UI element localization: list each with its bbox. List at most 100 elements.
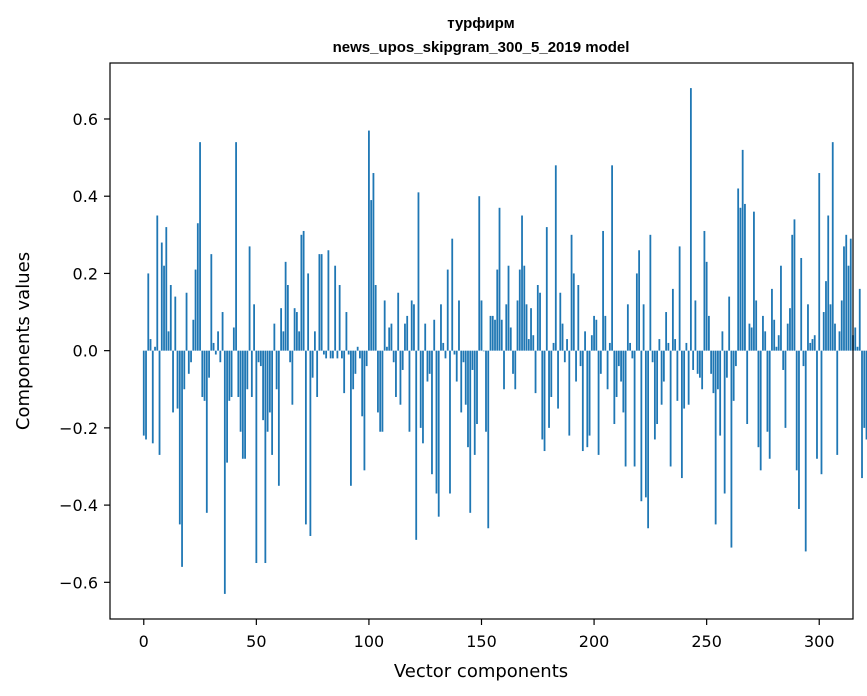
bar bbox=[239, 350, 242, 432]
y-axis-label: Components values bbox=[13, 252, 34, 430]
bar bbox=[545, 227, 548, 351]
bar bbox=[172, 350, 174, 413]
x-tick-label: 0 bbox=[139, 632, 149, 651]
bar bbox=[282, 331, 285, 351]
bar bbox=[653, 350, 656, 440]
bar bbox=[570, 234, 573, 351]
bar bbox=[379, 350, 382, 432]
x-tick-label: 300 bbox=[804, 632, 835, 651]
bar bbox=[739, 207, 742, 351]
bar bbox=[311, 350, 314, 378]
x-axis-label: Vector components bbox=[394, 661, 568, 682]
bar bbox=[334, 265, 337, 351]
bar bbox=[638, 250, 641, 351]
bar bbox=[219, 350, 222, 363]
bar bbox=[237, 350, 240, 397]
bar bbox=[563, 350, 566, 363]
x-tick-label: 150 bbox=[466, 632, 497, 651]
bar bbox=[478, 196, 481, 351]
bar bbox=[181, 350, 183, 567]
bar bbox=[683, 350, 686, 409]
bar bbox=[165, 227, 168, 351]
bar bbox=[485, 350, 487, 432]
bar bbox=[338, 285, 341, 351]
bar bbox=[617, 350, 620, 367]
bar bbox=[534, 350, 537, 394]
bar bbox=[838, 331, 841, 351]
bar bbox=[798, 350, 800, 509]
y-tick-label: 0.0 bbox=[73, 342, 98, 361]
bar bbox=[359, 350, 361, 359]
bar bbox=[273, 323, 276, 351]
bar bbox=[365, 350, 368, 367]
bar bbox=[590, 335, 593, 351]
bar bbox=[631, 350, 634, 359]
bar bbox=[214, 350, 217, 355]
bar bbox=[235, 142, 237, 351]
bar bbox=[350, 350, 352, 486]
bar bbox=[156, 215, 159, 351]
bar bbox=[865, 350, 867, 440]
y-axis: −0.6 −0.4 −0.2 0.0 0.2 0.4 0.6 bbox=[59, 110, 110, 592]
bar bbox=[320, 254, 323, 351]
bar bbox=[354, 350, 357, 374]
bar bbox=[692, 350, 695, 370]
bar bbox=[530, 308, 532, 351]
bar bbox=[316, 350, 319, 397]
bar bbox=[604, 315, 607, 351]
bar bbox=[782, 350, 785, 370]
bar bbox=[642, 304, 645, 351]
bar bbox=[406, 315, 409, 351]
bar bbox=[284, 261, 287, 351]
bar bbox=[789, 308, 791, 351]
bar bbox=[192, 319, 195, 351]
bar bbox=[494, 319, 496, 351]
bar bbox=[368, 130, 370, 351]
bar bbox=[584, 331, 586, 351]
bar bbox=[696, 350, 699, 374]
bar bbox=[293, 308, 296, 351]
bar bbox=[581, 350, 584, 452]
bar bbox=[737, 188, 740, 351]
bar bbox=[196, 223, 199, 351]
chart-title: турфирм bbox=[447, 15, 514, 32]
bar bbox=[813, 335, 816, 351]
bar bbox=[602, 230, 604, 351]
bar bbox=[244, 350, 246, 459]
bar bbox=[433, 319, 436, 351]
bar bbox=[203, 350, 206, 401]
bar bbox=[201, 350, 204, 397]
bar bbox=[840, 300, 843, 351]
bar bbox=[827, 215, 830, 351]
bar bbox=[689, 88, 692, 351]
bar bbox=[455, 350, 458, 382]
bar bbox=[662, 350, 665, 382]
bar bbox=[658, 339, 661, 351]
bar bbox=[728, 296, 731, 351]
bar bbox=[419, 350, 422, 428]
bar bbox=[280, 308, 283, 351]
bar bbox=[286, 285, 289, 351]
bar bbox=[291, 350, 294, 405]
bar bbox=[719, 350, 722, 436]
bar bbox=[708, 315, 710, 351]
bar bbox=[300, 234, 303, 351]
bar bbox=[678, 246, 681, 351]
bar bbox=[566, 339, 568, 351]
bar bbox=[356, 346, 359, 351]
y-tick-label: −0.4 bbox=[59, 496, 98, 515]
bar bbox=[449, 350, 451, 494]
bar bbox=[388, 327, 391, 351]
bar bbox=[768, 350, 771, 459]
bar bbox=[509, 327, 512, 351]
bar bbox=[687, 350, 690, 405]
bar bbox=[424, 323, 427, 351]
bar bbox=[381, 350, 384, 432]
bar bbox=[473, 350, 476, 455]
bar bbox=[469, 350, 472, 513]
bar bbox=[802, 350, 805, 367]
bar bbox=[836, 350, 839, 455]
chart-subtitle: news_upos_skipgram_300_5_2019 model bbox=[333, 39, 630, 56]
bar bbox=[428, 350, 431, 374]
